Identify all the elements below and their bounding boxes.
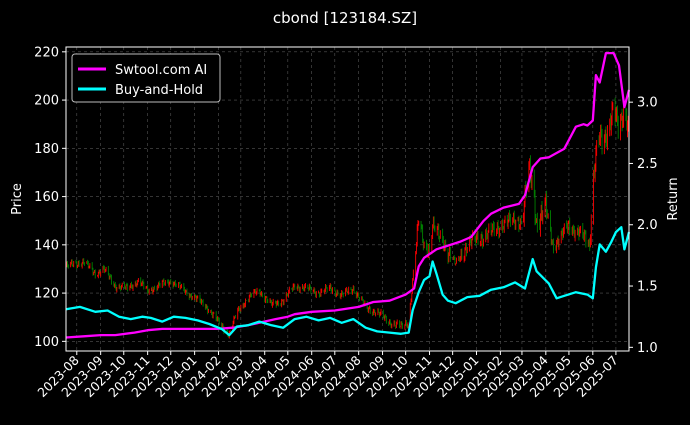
- y-right-tick-label: 3.0: [637, 96, 658, 111]
- grid-lines: [66, 47, 629, 351]
- y-left-tick-label: 160: [34, 190, 59, 205]
- y-axis-right-label: Return: [666, 177, 681, 220]
- y-right-tick-label: 2.5: [637, 157, 658, 172]
- legend-box: [71, 53, 221, 103]
- y-left-tick-label: 120: [34, 287, 59, 302]
- y-left-tick-label: 140: [34, 238, 59, 253]
- legend-label-ai: Swtool.com AI: [115, 63, 207, 78]
- y-left-tick-label: 180: [34, 142, 59, 157]
- y-axis-left-label: Price: [10, 183, 25, 215]
- y-left-tick-label: 200: [34, 94, 59, 109]
- y-left-tick-label: 220: [34, 45, 59, 60]
- series-line-hold: [65, 226, 631, 337]
- plot-frame: [65, 46, 630, 352]
- y-right-tick-label: 1.5: [637, 280, 658, 295]
- y-right-tick-label: 1.0: [637, 341, 658, 356]
- series-line-ai: [65, 51, 631, 339]
- y-right-tick-label: 2.0: [637, 218, 658, 233]
- series-lines: [65, 51, 631, 339]
- y-left-tick-label: 100: [34, 335, 59, 350]
- legend: Swtool.com AI Buy-and-Hold: [71, 53, 221, 103]
- chart-title: cbond [123184.SZ]: [273, 9, 417, 27]
- legend-label-hold: Buy-and-Hold: [115, 83, 203, 98]
